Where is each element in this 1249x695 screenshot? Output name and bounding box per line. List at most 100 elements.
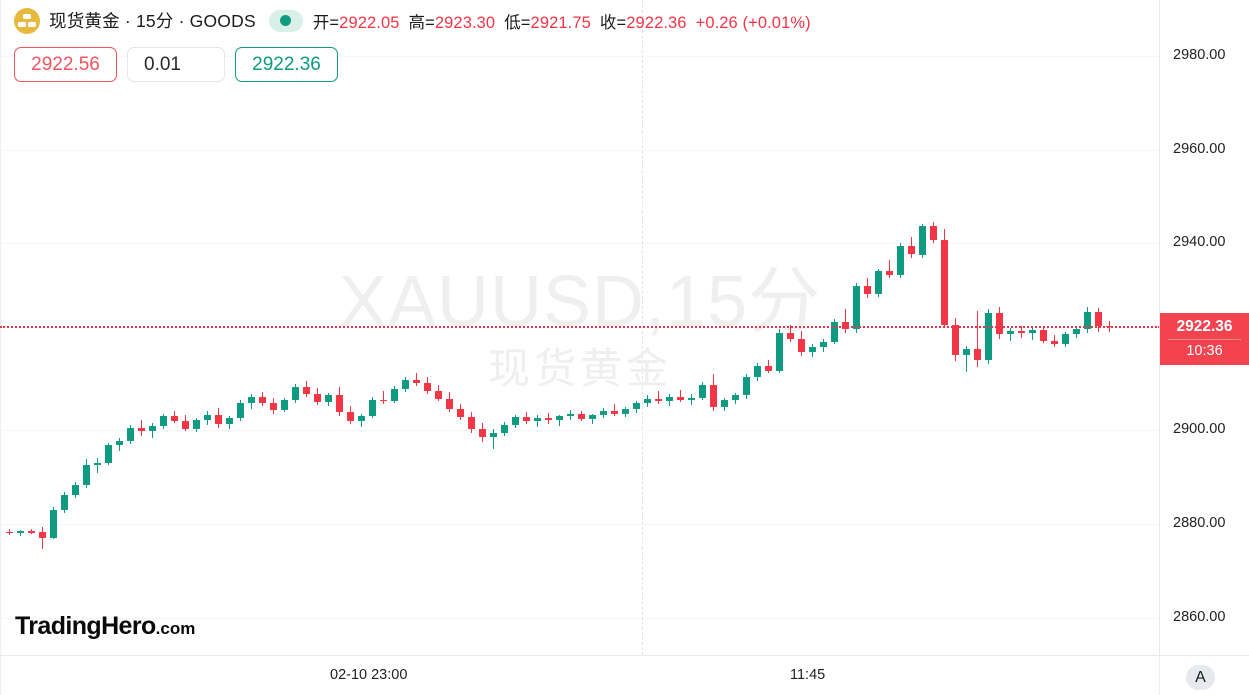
- candle-body[interactable]: [611, 410, 618, 414]
- candle-body[interactable]: [325, 394, 332, 403]
- candle-body[interactable]: [930, 226, 937, 240]
- candle-body[interactable]: [50, 510, 57, 539]
- candle-body[interactable]: [479, 429, 486, 437]
- candle-body[interactable]: [677, 396, 684, 400]
- candle-body[interactable]: [457, 408, 464, 418]
- candle-body[interactable]: [413, 379, 420, 383]
- chart-plot-area[interactable]: XAUUSD,15分 现货黄金: [0, 0, 1160, 655]
- candle-body[interactable]: [589, 415, 596, 420]
- candle-body[interactable]: [259, 396, 266, 404]
- candle-body[interactable]: [941, 239, 948, 325]
- candle-body[interactable]: [1029, 330, 1036, 334]
- candle-body[interactable]: [754, 365, 761, 378]
- candle-body[interactable]: [237, 403, 244, 419]
- candle-body[interactable]: [248, 396, 255, 404]
- candle-body[interactable]: [435, 391, 442, 399]
- candle-body[interactable]: [215, 414, 222, 424]
- candle-body[interactable]: [1040, 330, 1047, 341]
- candle-body[interactable]: [666, 396, 673, 402]
- candle-body[interactable]: [732, 394, 739, 401]
- candle-body[interactable]: [699, 384, 706, 398]
- candle-body[interactable]: [314, 393, 321, 403]
- candle-body[interactable]: [6, 531, 13, 534]
- lot-size-input[interactable]: 0.01: [127, 47, 225, 82]
- candle-body[interactable]: [402, 379, 409, 390]
- candle-body[interactable]: [545, 418, 552, 421]
- candle-body[interactable]: [281, 400, 288, 411]
- candle-body[interactable]: [83, 465, 90, 486]
- candle-body[interactable]: [369, 399, 376, 417]
- candle-body[interactable]: [171, 416, 178, 421]
- candle-body[interactable]: [105, 445, 112, 463]
- candle-body[interactable]: [842, 321, 849, 330]
- candle-body[interactable]: [204, 414, 211, 421]
- candle-body[interactable]: [578, 413, 585, 420]
- candle-body[interactable]: [600, 410, 607, 416]
- candle-body[interactable]: [963, 349, 970, 355]
- time-axis[interactable]: 02-10 23:00 11:45: [0, 656, 1249, 695]
- candle-body[interactable]: [182, 420, 189, 430]
- candle-body[interactable]: [336, 394, 343, 412]
- price-axis[interactable]: 2980.00 2960.00 2940.00 2900.00 2880.00 2860.…: [1160, 0, 1249, 655]
- candle-body[interactable]: [644, 398, 651, 404]
- candle-body[interactable]: [1018, 331, 1025, 334]
- candle-body[interactable]: [61, 494, 68, 511]
- candle-body[interactable]: [886, 271, 893, 276]
- candle-body[interactable]: [688, 397, 695, 400]
- candle-body[interactable]: [897, 246, 904, 276]
- candle-body[interactable]: [501, 424, 508, 434]
- candle-body[interactable]: [347, 411, 354, 422]
- candle-body[interactable]: [1062, 334, 1069, 345]
- candle-body[interactable]: [996, 313, 1003, 335]
- symbol-title[interactable]: 现货黄金 · 15分 · GOODS: [49, 11, 256, 31]
- candle-body[interactable]: [523, 417, 530, 422]
- candle-body[interactable]: [424, 382, 431, 392]
- candle-body[interactable]: [391, 389, 398, 402]
- candle-body[interactable]: [765, 365, 772, 371]
- candle-body[interactable]: [358, 416, 365, 422]
- candle-body[interactable]: [303, 387, 310, 394]
- autoscale-button[interactable]: A: [1186, 665, 1215, 690]
- candle-body[interactable]: [149, 426, 156, 432]
- candle-body[interactable]: [556, 416, 563, 421]
- candle-body[interactable]: [1073, 329, 1080, 335]
- candle-body[interactable]: [116, 440, 123, 446]
- candle-body[interactable]: [1051, 340, 1058, 345]
- candle-body[interactable]: [831, 321, 838, 342]
- candle-body[interactable]: [28, 531, 35, 533]
- candle-body[interactable]: [17, 531, 24, 533]
- candle-body[interactable]: [875, 271, 882, 294]
- candle-body[interactable]: [776, 333, 783, 371]
- candle-body[interactable]: [710, 384, 717, 408]
- candle-body[interactable]: [952, 324, 959, 355]
- candle-body[interactable]: [974, 349, 981, 361]
- candle-body[interactable]: [292, 387, 299, 401]
- candle-body[interactable]: [490, 433, 497, 437]
- candle-body[interactable]: [919, 226, 926, 255]
- candle-body[interactable]: [721, 400, 728, 408]
- candle-body[interactable]: [39, 532, 46, 539]
- candle-body[interactable]: [985, 313, 992, 361]
- candlestick-series[interactable]: [0, 0, 1160, 655]
- candle-body[interactable]: [446, 398, 453, 409]
- candle-body[interactable]: [160, 416, 167, 427]
- candle-body[interactable]: [787, 333, 794, 339]
- candle-body[interactable]: [193, 420, 200, 430]
- candle-body[interactable]: [1007, 331, 1014, 335]
- ask-price-button[interactable]: 2922.56: [14, 47, 117, 82]
- bid-price-button[interactable]: 2922.36: [235, 47, 338, 82]
- candle-body[interactable]: [622, 408, 629, 414]
- candle-body[interactable]: [1084, 311, 1091, 330]
- candle-body[interactable]: [853, 286, 860, 330]
- candle-body[interactable]: [809, 347, 816, 352]
- candle-body[interactable]: [743, 377, 750, 395]
- candle-body[interactable]: [226, 418, 233, 424]
- candle-body[interactable]: [94, 462, 101, 466]
- candle-body[interactable]: [567, 413, 574, 417]
- candle-body[interactable]: [270, 403, 277, 411]
- market-status-pill[interactable]: [268, 9, 303, 32]
- candle-body[interactable]: [1095, 311, 1102, 326]
- candle-body[interactable]: [534, 418, 541, 422]
- candle-body[interactable]: [468, 417, 475, 430]
- candle-body[interactable]: [655, 398, 662, 402]
